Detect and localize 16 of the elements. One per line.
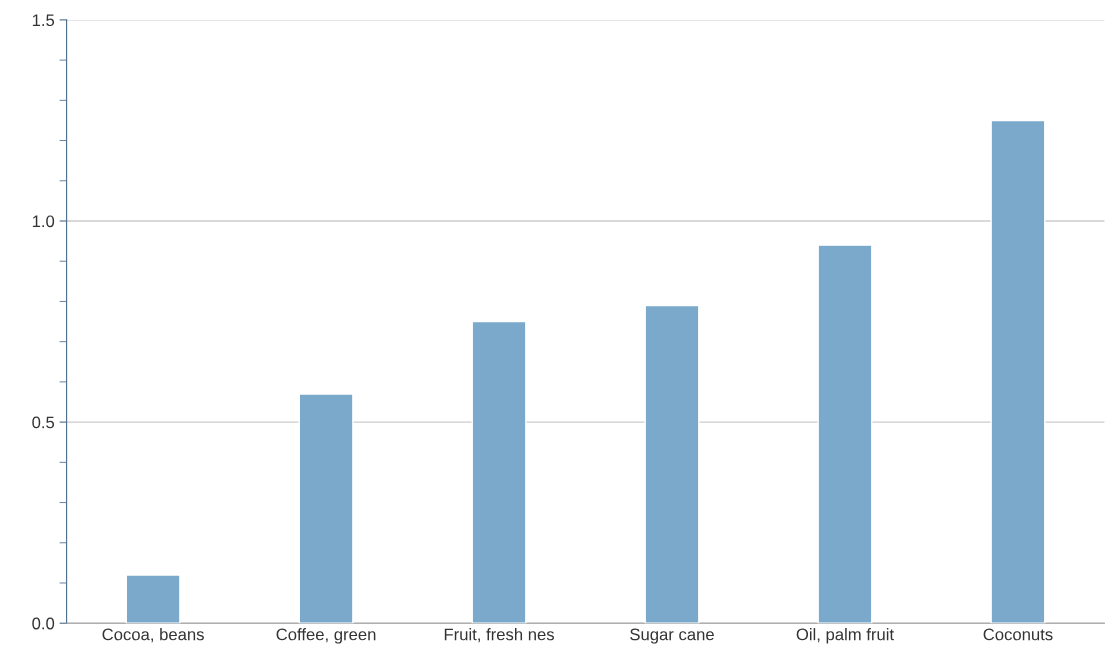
x-tick-label: Fruit, fresh nes xyxy=(444,628,555,643)
bar xyxy=(125,574,181,624)
bar xyxy=(644,304,700,624)
x-tick-label: Coffee, green xyxy=(276,628,376,644)
y-tick-label: 0.0 xyxy=(32,617,55,630)
bar xyxy=(298,393,354,624)
bar xyxy=(817,244,873,624)
x-tick-label: Sugar cane xyxy=(630,628,714,644)
x-tick-label: Oil, palm fruit xyxy=(796,628,894,644)
y-tick-label: 1.0 xyxy=(32,215,55,228)
x-tick-label: Coconuts xyxy=(983,628,1053,641)
x-tick-label: Cocoa, beans xyxy=(102,628,204,643)
bar xyxy=(471,320,527,624)
y-tick-label: 0.5 xyxy=(32,416,55,429)
bar xyxy=(990,119,1046,624)
y-tick-label: 1.5 xyxy=(32,14,55,27)
